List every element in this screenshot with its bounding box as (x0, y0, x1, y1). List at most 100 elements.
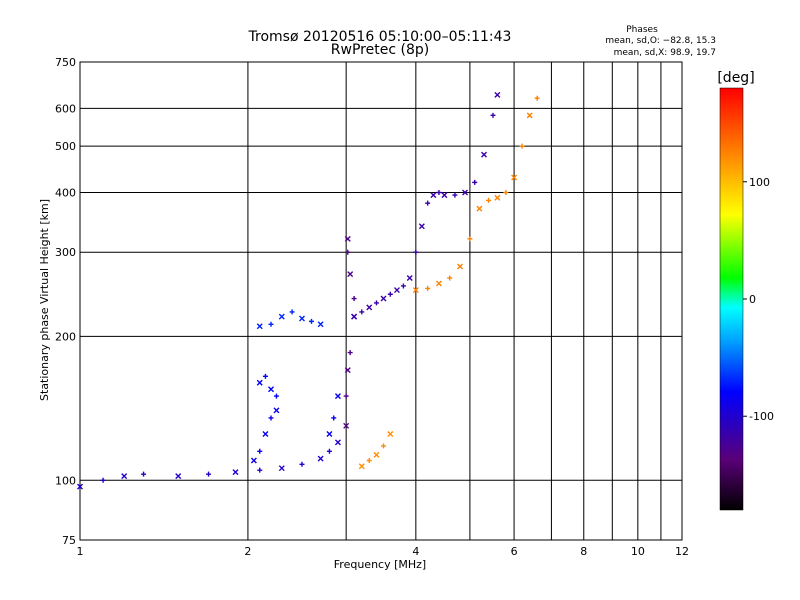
data-point-trace-2mhz-upper (256, 379, 263, 386)
legend-title: Phases (626, 25, 658, 35)
data-point-trace-2.5mhz (268, 321, 274, 327)
data-point-trace-3mhz-vertical (344, 367, 351, 374)
data-point-trace-warm-low (373, 451, 380, 458)
chart-subtitle: RwPretec (8p) (331, 42, 429, 58)
y-tick-label: 600 (55, 102, 76, 115)
data-point-trace-2mhz-lower (250, 457, 257, 464)
colorbar-tick-label: 0 (749, 293, 756, 306)
data-point-trace-warm-x (476, 205, 483, 212)
data-point-trace-2.9mhz (331, 415, 337, 421)
data-point-trace-3mhz-vertical (345, 249, 351, 255)
data-point-trace-3-4mhz (351, 313, 358, 320)
data-point-trace-3-4mhz (359, 309, 365, 315)
data-point-trace-2mhz-lower (268, 415, 274, 421)
y-tick-label: 200 (55, 330, 76, 343)
data-point-base-layer (100, 477, 106, 483)
data-point-trace-warm-x (412, 287, 419, 294)
chart-title: Tromsø 20120516 05:10:00–05:11:43 (248, 29, 512, 45)
colorbar-tick-label: 100 (749, 176, 770, 189)
data-point-trace-2.5mhz (317, 321, 324, 328)
data-point-trace-warm-x (447, 275, 453, 281)
data-point-trace-warm-x (494, 194, 501, 201)
data-point-trace-warm-x (503, 189, 509, 195)
data-point-trace-warm-x (467, 236, 473, 242)
data-point-trace-2mhz-lower (257, 448, 263, 454)
data-point-trace-3-4mhz (418, 223, 425, 230)
data-point-trace-warm-x (425, 285, 431, 291)
x-tick-label: 10 (631, 545, 645, 558)
data-point-base-layer (175, 473, 182, 480)
data-point-base-layer (326, 448, 332, 454)
data-point-trace-3-4mhz (425, 200, 431, 206)
y-tick-label: 100 (55, 474, 76, 487)
x-axis-label: Frequency [MHz] (334, 558, 426, 571)
data-point-trace-2mhz-upper (268, 386, 275, 393)
data-point-trace-warm-x (511, 174, 518, 181)
y-axis-label: Stationary phase Virtual Height [km] (38, 199, 51, 401)
data-point-trace-3-4mhz (413, 249, 419, 255)
data-point-trace-3mhz-vertical (347, 350, 353, 356)
x-tick-label: 8 (580, 545, 587, 558)
grid (80, 62, 682, 540)
data-point-trace-warm-low (358, 463, 365, 470)
data-point-trace-3-4mhz (452, 192, 458, 198)
data-point-base-layer (334, 439, 341, 446)
data-point-trace-2.5mhz (289, 309, 295, 315)
data-point-base-layer (141, 471, 147, 477)
stats-line-o: mean, sd,O: −82.8, 15.3 (605, 36, 716, 46)
data-point-trace-warm-x (526, 112, 533, 119)
data-point-base-layer (317, 455, 324, 462)
data-point-trace-2.9mhz (326, 430, 333, 437)
data-point-base-layer (121, 473, 128, 480)
data-point-trace-3mhz-vertical (347, 271, 354, 278)
stats-line-x: mean, sd,X: 98.9, 19.7 (614, 48, 716, 58)
data-point-base-layer (77, 483, 83, 490)
data-point-trace-3-4mhz (472, 179, 478, 185)
data-point-trace-3-4mhz (373, 300, 379, 306)
data-point-trace-2mhz-upper (262, 373, 268, 379)
data-point-trace-3-4mhz (393, 287, 400, 294)
y-tick-label: 500 (55, 140, 76, 153)
plot-area-border (79, 61, 683, 541)
data-point-base-layer (278, 465, 285, 472)
data-point-trace-2.9mhz (334, 393, 341, 400)
y-tick-label: 400 (55, 186, 76, 199)
data-point-trace-3-4mhz (387, 291, 393, 297)
data-point-trace-warm-low (380, 443, 386, 449)
colorbar (719, 87, 744, 511)
data-point-trace-2.5mhz (308, 318, 314, 324)
data-point-trace-warm-low (387, 430, 394, 437)
data-point-trace-2mhz-upper (273, 393, 279, 399)
data-point-trace-3mhz-vertical (343, 422, 350, 429)
colorbar-tick-label: -100 (749, 410, 774, 423)
y-tick-labels: 75 100 200 300 400 500 600 750 (55, 56, 76, 547)
data-point-trace-warm-low (366, 457, 372, 463)
data-point-trace-2.5mhz (298, 315, 305, 322)
colorbar-ticks: 100 0 -100 (743, 176, 774, 423)
data-point-trace-warm-x (519, 143, 525, 149)
data-point-trace-warm-x (457, 263, 464, 270)
data-point-trace-3-4mhz (366, 304, 373, 311)
data-point-trace-2mhz-lower (273, 407, 280, 414)
y-tick-label: 75 (62, 534, 76, 547)
data-point-base-layer (206, 471, 212, 477)
x-tick-label: 6 (511, 545, 518, 558)
data-point-trace-3-4mhz (481, 151, 488, 158)
y-tick-label: 750 (55, 56, 76, 69)
data-point-trace-3-4mhz (441, 192, 448, 199)
data-point-trace-3-4mhz (462, 189, 469, 196)
x-tick-label: 12 (675, 545, 689, 558)
data-point-trace-3mhz-vertical (344, 235, 351, 242)
x-tick-labels: 1 2 4 6 8 10 12 (77, 545, 690, 558)
data-point-trace-3-4mhz (400, 283, 406, 289)
data-point-trace-3-4mhz (490, 112, 496, 118)
data-point-trace-3-4mhz (436, 189, 442, 195)
data-point-trace-3-4mhz (380, 295, 387, 302)
data-point-trace-2mhz-lower (262, 430, 269, 437)
data-point-trace-3-4mhz (406, 274, 413, 281)
data-point-trace-3-4mhz (430, 192, 437, 199)
data-point-trace-2.5mhz (278, 313, 285, 320)
x-tick-label: 2 (244, 545, 251, 558)
data-point-trace-2.5mhz (256, 323, 263, 330)
